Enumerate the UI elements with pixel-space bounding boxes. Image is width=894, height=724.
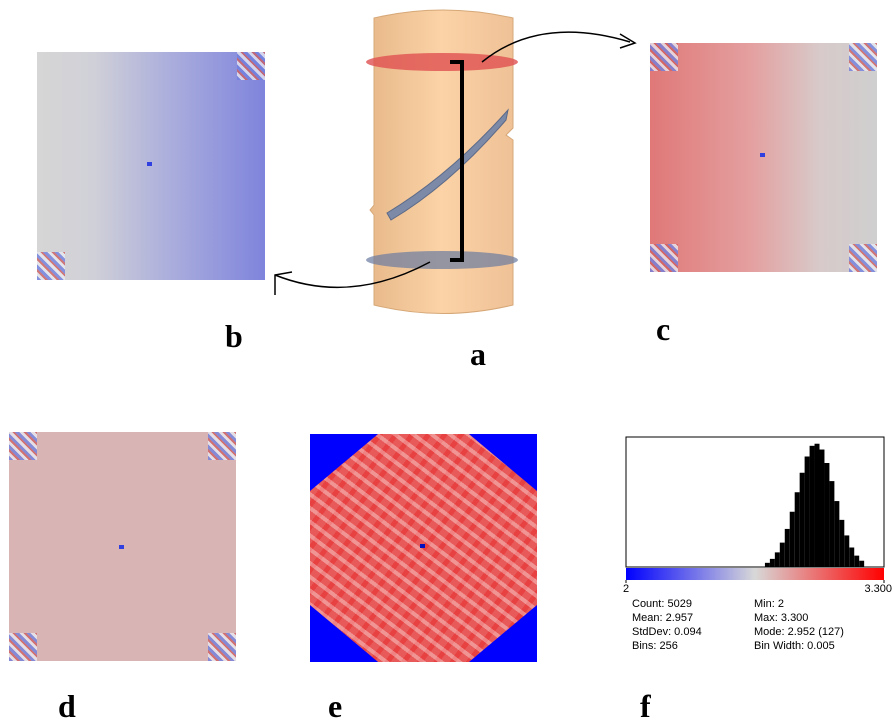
noise — [849, 43, 877, 71]
bracket — [450, 60, 464, 262]
bar — [829, 481, 835, 567]
bar — [794, 492, 800, 567]
stat: Min: 2 — [754, 598, 784, 610]
bar — [849, 547, 855, 567]
stat: Bins: 256 — [632, 640, 678, 652]
stat: Mean: 2.957 — [632, 612, 694, 624]
bar — [839, 519, 845, 567]
bar — [804, 456, 810, 567]
noise — [9, 633, 37, 661]
stat: Count: 5029 — [632, 598, 692, 610]
panel-label: e — [328, 688, 343, 724]
bar — [799, 472, 805, 567]
lower-slice — [366, 251, 518, 269]
stat: Bin Width: 0.005 — [754, 640, 835, 652]
bar — [854, 555, 860, 567]
stat: StdDev: 0.094 — [632, 626, 702, 638]
x-tick-label: 2 — [623, 583, 629, 595]
bar — [764, 562, 770, 567]
arrow — [274, 261, 431, 289]
stat: Mode: 2.952 (127) — [754, 626, 844, 638]
histogram: 2 3.300 — [623, 436, 892, 595]
bar — [784, 528, 790, 567]
bar — [789, 511, 795, 567]
arrowhead — [274, 271, 293, 295]
bar — [809, 445, 815, 567]
bar — [824, 463, 830, 567]
center — [420, 544, 425, 548]
noise — [849, 244, 877, 272]
panel-label: c — [656, 311, 671, 347]
bar — [844, 535, 850, 567]
panel-label: b — [225, 318, 243, 354]
map-b — [37, 52, 265, 280]
stat: Max: 3.300 — [754, 612, 809, 624]
bar — [769, 558, 775, 567]
center — [760, 153, 765, 157]
bar — [834, 501, 840, 567]
noise — [37, 252, 65, 280]
noise — [208, 432, 236, 460]
fracture — [386, 108, 509, 221]
map-c — [650, 43, 877, 272]
map-e — [310, 434, 537, 662]
bar — [859, 560, 865, 567]
bar — [814, 443, 820, 567]
center — [147, 162, 152, 166]
x-tick-label: 3.300 — [864, 583, 892, 595]
arrow — [481, 31, 631, 63]
cylinder-diagram — [274, 9, 637, 314]
noise — [650, 43, 678, 71]
bar — [819, 449, 825, 567]
noise — [237, 52, 265, 80]
panel-label: f — [640, 688, 651, 724]
colorbar — [626, 568, 884, 580]
upper-slice — [366, 53, 518, 71]
center — [119, 545, 124, 549]
cylinder — [369, 9, 514, 314]
noise — [208, 633, 236, 661]
noise — [9, 432, 37, 460]
noise — [650, 244, 678, 272]
bar — [779, 542, 785, 567]
bar — [774, 552, 780, 567]
map-d — [9, 432, 236, 661]
panel-label: a — [470, 336, 486, 372]
panel-label: d — [58, 688, 76, 724]
arrowhead — [619, 33, 637, 49]
map-e-field — [310, 434, 537, 662]
